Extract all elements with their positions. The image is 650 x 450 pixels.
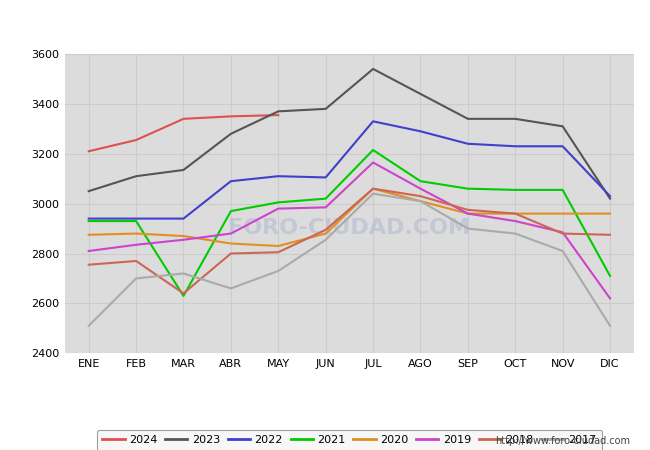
Text: FORO-CIUDAD.COM: FORO-CIUDAD.COM — [228, 217, 471, 238]
Legend: 2024, 2023, 2022, 2021, 2020, 2019, 2018, 2017: 2024, 2023, 2022, 2021, 2020, 2019, 2018… — [97, 430, 602, 450]
Text: http://www.foro-ciudad.com: http://www.foro-ciudad.com — [495, 436, 630, 446]
Text: Afiliados en A Pobra do Caramiñal a 31/5/2024: Afiliados en A Pobra do Caramiñal a 31/5… — [131, 14, 519, 33]
